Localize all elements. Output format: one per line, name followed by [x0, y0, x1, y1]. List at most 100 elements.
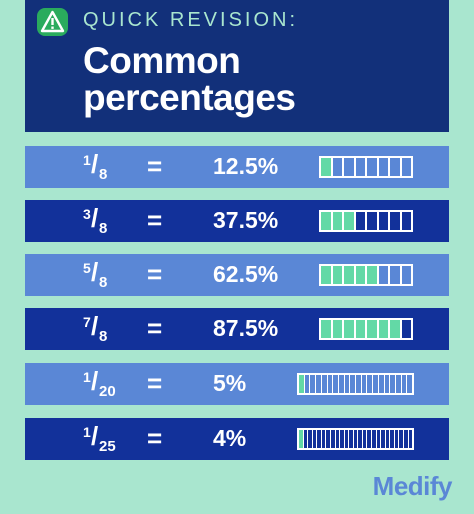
fraction-numerator: 5 [83, 260, 91, 276]
bar-segment-empty [336, 430, 341, 448]
subtitle: QUICK REVISION: [83, 9, 299, 31]
bar-segment-filled [332, 212, 344, 230]
bar-segment-filled [321, 158, 333, 176]
bar-segment-empty [379, 212, 390, 230]
fraction-slash: / [91, 203, 99, 233]
bar-segment-empty [308, 430, 313, 448]
bar-segment-empty [358, 430, 363, 448]
bar-segment-filled [321, 266, 333, 284]
bar-segment-empty [339, 375, 345, 393]
bar-segment-empty [363, 430, 368, 448]
fraction-slash: / [91, 366, 99, 396]
bar-segment-empty [316, 375, 322, 393]
equals-sign: = [147, 368, 163, 398]
bar-segment-filled [344, 266, 356, 284]
bar-segment-filled [344, 212, 356, 230]
bar-segment-empty [362, 375, 368, 393]
bar-segment-empty [367, 158, 379, 176]
bar-segment-empty [377, 430, 382, 448]
bar-segment-filled [299, 430, 304, 448]
bar-segment-empty [322, 375, 328, 393]
bar-segment-empty [404, 430, 409, 448]
bar-segment-empty [390, 212, 402, 230]
bar-segment-empty [367, 375, 374, 393]
bar-segment-empty [372, 430, 377, 448]
bar-segment-filled [355, 266, 367, 284]
fraction: 1/20 [83, 363, 143, 405]
fraction-denominator: 8 [99, 274, 108, 291]
fraction-denominator: 8 [99, 220, 108, 237]
bar-segment-empty [381, 430, 386, 448]
bar-segment-filled [321, 320, 333, 338]
fraction: 1/8 [83, 146, 143, 188]
bar-segment-empty [344, 158, 356, 176]
fraction: 1/25 [83, 418, 143, 460]
bar-segment-empty [390, 266, 402, 284]
bar-segment-filled [321, 212, 333, 230]
bar-segment-empty [402, 320, 412, 338]
equals-sign: = [147, 151, 163, 181]
bar-segment-filled [299, 375, 305, 393]
bar-segment-filled [332, 266, 344, 284]
bar-segment-empty [402, 266, 412, 284]
bar-segment-empty [333, 375, 339, 393]
table-row: 3/8 = 37.5% [25, 200, 449, 242]
progress-bar [297, 428, 414, 450]
bar-segment-empty [399, 430, 404, 448]
bar-segment-empty [409, 430, 413, 448]
fraction-denominator: 25 [99, 438, 116, 455]
bar-segment-empty [367, 430, 372, 448]
fraction-slash: / [91, 311, 99, 341]
bar-segment-empty [356, 158, 367, 176]
fraction-numerator: 1 [83, 424, 91, 440]
bar-segment-filled [332, 320, 344, 338]
progress-bar [319, 264, 413, 286]
bar-segment-empty [390, 158, 402, 176]
bar-segment-empty [328, 375, 334, 393]
fraction-numerator: 3 [83, 206, 91, 222]
bar-segment-empty [354, 430, 359, 448]
bar-segment-empty [390, 375, 396, 393]
bar-segment-empty [367, 212, 379, 230]
fraction-denominator: 8 [99, 328, 108, 345]
percentage-value: 62.5% [213, 261, 279, 287]
bar-segment-empty [386, 430, 391, 448]
table-row: 5/8 = 62.5% [25, 254, 449, 296]
bar-segment-empty [402, 158, 412, 176]
bar-segment-empty [402, 375, 408, 393]
fraction-numerator: 1 [83, 369, 91, 385]
fraction: 5/8 [83, 254, 143, 296]
bar-segment-empty [402, 212, 412, 230]
bar-segment-empty [356, 375, 362, 393]
fraction-denominator: 8 [99, 166, 108, 183]
bar-segment-empty [349, 430, 354, 448]
equals-sign: = [147, 259, 163, 289]
title-line-2: percentages [83, 77, 296, 118]
bar-segment-empty [379, 266, 390, 284]
bar-segment-empty [331, 430, 336, 448]
bar-segment-empty [310, 375, 317, 393]
medify-logo: Medify [372, 471, 453, 501]
fraction-denominator: 20 [99, 383, 116, 400]
bar-segment-empty [345, 430, 350, 448]
progress-bar [319, 210, 413, 232]
percentage-value: 12.5% [213, 153, 279, 179]
percentage-value: 4% [213, 425, 247, 451]
fraction-slash: / [91, 421, 99, 451]
fraction-slash: / [91, 257, 99, 287]
fraction: 3/8 [83, 200, 143, 242]
bar-segment-empty [313, 430, 318, 448]
percentage-value: 87.5% [213, 315, 279, 341]
table-row: 1/20 = 5% [25, 363, 449, 405]
bar-segment-empty [340, 430, 345, 448]
bar-segment-empty [350, 375, 357, 393]
bar-segment-filled [355, 320, 367, 338]
bar-segment-empty [396, 375, 402, 393]
fraction: 7/8 [83, 308, 143, 350]
table-row: 1/25 = 4% [25, 418, 449, 460]
bar-segment-empty [379, 158, 390, 176]
progress-bar [319, 318, 413, 340]
bar-segment-empty [395, 430, 400, 448]
bar-segment-filled [344, 320, 356, 338]
progress-bar [319, 156, 413, 178]
